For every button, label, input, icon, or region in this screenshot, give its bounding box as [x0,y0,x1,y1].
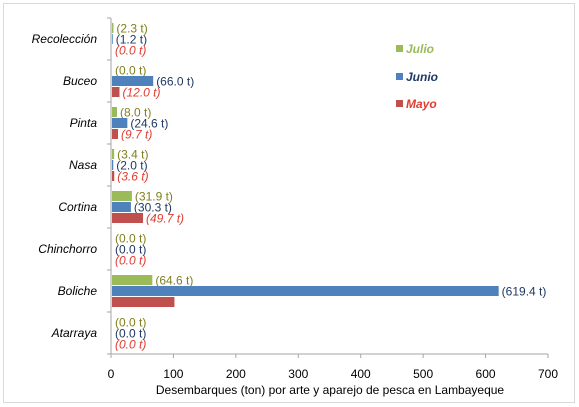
bar-junio [112,76,154,86]
data-label-junio: (0.0 t) [115,327,146,341]
bar-mayo [112,213,144,223]
legend-label-julio: Julio [406,42,434,56]
bar-junio [112,118,128,128]
bar-mayo [112,129,119,139]
data-label-julio: (64.6 t) [155,274,193,288]
legend-label-mayo: Mayo [406,97,437,111]
x-tick-label: 500 [413,367,433,381]
legend-swatch-julio [396,45,403,52]
bar-julio [112,107,117,117]
data-label-mayo: (12.0 t) [122,86,160,100]
chart-frame [3,3,575,403]
bar-junio [112,286,499,296]
data-label-julio: (31.9 t) [135,190,173,204]
bar-mayo [112,87,120,97]
legend-swatch-mayo [396,100,403,107]
data-label-mayo: (49.7 t) [146,212,184,226]
data-label-junio: (2.0 t) [116,159,147,173]
bar-junio [112,160,114,170]
data-label-mayo: (0.0 t) [115,338,146,352]
bar-julio [112,191,132,201]
x-tick-label: 300 [288,367,308,381]
bar-mayo [112,171,115,181]
x-tick-label: 0 [108,367,115,381]
data-label-julio: (8.0 t) [120,106,151,120]
bar-julio [112,275,153,285]
bar-junio [112,34,113,44]
bar-junio [112,202,131,212]
x-tick-label: 400 [351,367,371,381]
x-tick-label: 600 [476,367,496,381]
data-label-junio: (1.2 t) [116,33,147,47]
data-label-julio: (0.0 t) [115,64,146,78]
bar-julio [112,149,115,159]
data-label-junio: (24.6 t) [130,117,168,131]
data-label-julio: (3.4 t) [117,148,148,162]
category-label: Atarraya [51,326,98,340]
legend-swatch-junio [396,73,403,80]
x-tick-label: 100 [163,367,183,381]
data-label-junio: (66.0 t) [156,75,194,89]
data-label-junio: (30.3 t) [134,201,172,215]
x-axis-label: Desembarques (ton) por arte y aparejo de… [156,383,505,397]
data-label-julio: (0.0 t) [115,316,146,330]
category-label: Buceo [63,74,97,88]
data-label-mayo: (0.0 t) [115,254,146,268]
legend-label-junio: Junio [406,70,438,84]
data-label-julio: (2.3 t) [116,22,147,36]
data-label-junio: (619.4 t) [502,285,547,299]
category-label: Chinchorro [38,242,97,256]
category-label: Cortina [58,200,97,214]
data-label-junio: (0.0 t) [115,243,146,257]
x-tick-label: 200 [226,367,246,381]
data-label-mayo: (3.6 t) [117,170,148,184]
data-label-mayo: (9.7 t) [121,128,152,142]
bar-mayo [112,297,175,307]
data-label-julio: (0.0 t) [115,232,146,246]
category-label: Nasa [69,158,97,172]
x-tick-label: 700 [538,367,558,381]
category-label: Boliche [58,284,98,298]
data-label-mayo: (0.0 t) [115,44,146,58]
category-label: Recolección [32,32,98,46]
bar-julio [112,23,114,33]
category-label: Pinta [70,116,98,130]
